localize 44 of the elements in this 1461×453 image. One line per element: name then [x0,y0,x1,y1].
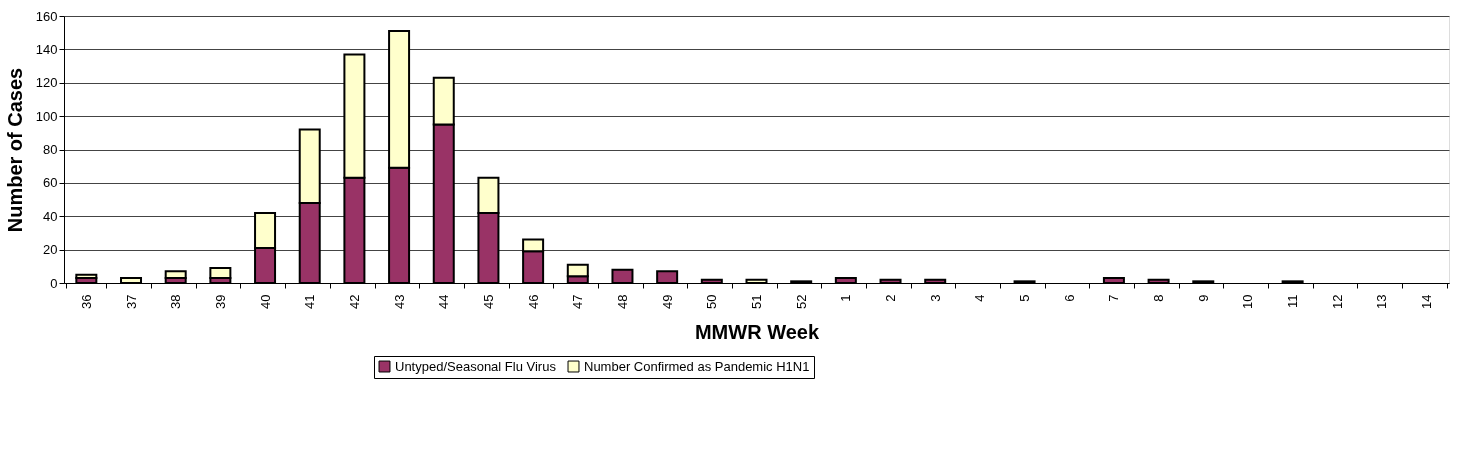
legend-label: Untyped/Seasonal Flu Virus [395,358,557,374]
y-tick-label: 0 [50,275,58,291]
y-tick-label: 160 [35,8,58,24]
y-tick-label: 20 [43,242,58,258]
y-tick-label: 100 [35,108,58,124]
x-tick-label: 5 [1017,294,1033,302]
x-tick-label: 8 [1151,294,1167,302]
x-tick-label: 42 [346,294,362,309]
x-tick-label: 11 [1285,294,1301,308]
y-tick-label: 120 [35,75,58,91]
x-tick-label: 2 [883,294,899,302]
y-axis-title: Number of Cases [3,67,26,233]
y-tick-label: 40 [43,208,58,224]
x-tick-label: 1 [838,294,854,302]
x-tick-label: 38 [168,294,184,309]
x-tick-label: 45 [480,294,496,309]
x-tick-label: 12 [1329,294,1345,309]
x-tick-label: 7 [1106,294,1122,302]
x-tick-label: 48 [614,294,630,309]
x-tick-label: 10 [1240,294,1256,309]
x-tick-label: 52 [793,294,809,309]
x-tick-label: 49 [659,294,675,309]
x-tick-label: 51 [749,294,764,309]
x-tick-label: 3 [927,294,943,302]
x-tick-label: 47 [570,294,586,309]
y-tick-label: 60 [43,175,58,191]
y-tick-label: 140 [35,41,58,57]
x-tick-label: 9 [1195,294,1211,302]
x-tick-label: 14 [1419,294,1435,309]
x-tick-label: 41 [302,294,318,309]
y-tick-label: 80 [43,142,58,157]
x-tick-label: 4 [972,294,988,302]
x-tick-label: 39 [212,294,228,309]
x-tick-label: 37 [123,294,139,309]
x-tick-label: 36 [78,294,94,309]
x-tick-label: 44 [436,294,452,309]
x-tick-label: 43 [391,294,407,309]
legend-label: Number Confirmed as Pandemic H1N1 [584,358,810,374]
x-tick-label: 6 [1061,294,1077,302]
x-tick-label: 13 [1374,294,1390,309]
x-tick-label: 40 [257,294,273,309]
x-tick-label: 46 [525,294,541,309]
x-axis-title: MMWR Week [694,320,820,343]
x-tick-label: 50 [704,294,720,309]
